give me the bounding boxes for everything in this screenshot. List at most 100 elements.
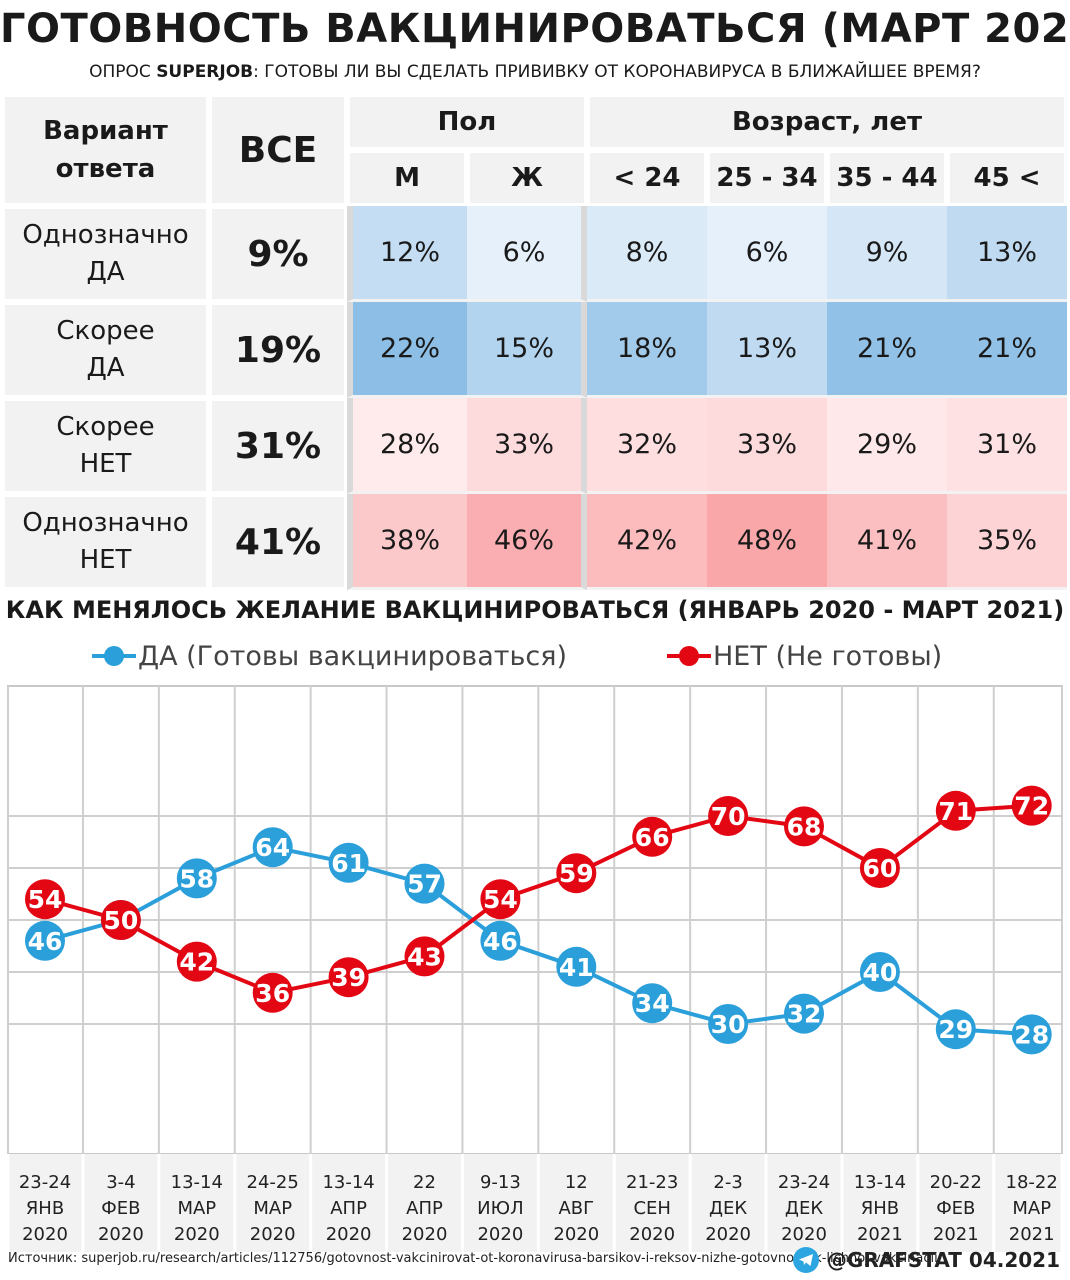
x-tick-label: 2020 [98,1224,144,1245]
legend-no-label: НЕТ (Не готовы) [713,640,943,672]
row-label-line2: ДА [86,353,125,383]
yes-series-data-label: 46 [28,927,63,956]
source-url[interactable]: superjob.ru/research/articles/112756/got… [81,1251,943,1266]
no-series-data-label: 60 [863,854,898,883]
legend-no-dot [679,646,699,666]
header-variant-line2: ответа [55,154,156,184]
no-series-data-label: 71 [938,797,973,826]
x-axis-band [8,1154,1062,1252]
value-cell: 38% [347,494,467,590]
yes-series-data-label: 40 [863,958,898,987]
x-tick-label: ЯНВ [26,1198,64,1219]
x-tick-label: МАР [253,1198,292,1219]
yes-series-point [859,952,900,992]
table-row: Однозначно НЕТ 41% 38% 46% 42% 48% 41% 35… [2,494,1067,590]
x-tick-label: 2020 [326,1224,372,1245]
x-tick-label: ФЕВ [101,1198,140,1219]
value-cell: 31% [947,398,1067,494]
no-series-point [328,957,369,998]
yes-series-point [252,827,293,868]
brand: @GRAFSTAT 04.2021 [792,1247,1060,1273]
row-label: Скорее ДА [2,302,209,398]
x-tick-label: 2021 [1009,1224,1055,1245]
x-tick-label: 12 [565,1172,588,1193]
x-tick-label: 13-14 [171,1172,223,1193]
header-all: ВСЕ [209,94,347,206]
row-label: Однозначно НЕТ [2,494,209,590]
no-series-data-label: 43 [407,942,442,971]
x-tick-label: 3-4 [106,1172,135,1193]
value-cell: 46% [467,494,587,590]
yes-series-data-label: 30 [711,1010,746,1039]
table-row: Скорее ДА 19% 22% 15% 18% 13% 21% 21% [2,302,1067,398]
no-series-point [176,941,217,982]
header-col-m: М [347,150,467,206]
x-tick-label: ФЕВ [936,1198,975,1219]
x-tick-label: 2020 [553,1224,599,1245]
no-series-point [784,806,824,847]
value-cell: 33% [467,398,587,494]
x-tick-label: 2020 [477,1224,523,1245]
x-tick-label: АПР [406,1198,443,1219]
brand-label: @GRAFSTAT 04.2021 [826,1248,1060,1272]
header-age: Возраст, лет [587,94,1067,150]
no-series-data-label: 36 [255,979,290,1008]
value-cell: 22% [347,302,467,398]
x-tick-label: 2020 [174,1224,220,1245]
line-chart-title: КАК МЕНЯЛОСЬ ЖЕЛАНИЕ ВАКЦИНИРОВАТЬСЯ (ЯН… [5,596,1065,624]
yes-series-point [708,1004,749,1044]
value-cell: 9% [827,206,947,302]
yes-series-data-label: 58 [179,864,214,893]
value-cell: 29% [827,398,947,494]
no-series-point [556,853,597,894]
header-col-age-2: 25 - 34 [707,150,827,206]
no-series-data-label: 68 [787,812,822,841]
page-subtitle: ОПРОС SUPERJOB: ГОТОВЫ ЛИ ВЫ СДЕЛАТЬ ПРИ… [0,62,1070,82]
yes-series-point [176,858,217,899]
value-cell: 35% [947,494,1067,590]
x-tick-label: МАР [177,1198,216,1219]
header-variant-line1: Вариант [43,116,168,146]
header-col-age-4: 45 < [947,150,1067,206]
x-tick-label: 2020 [22,1224,68,1245]
yes-series-data-label: 34 [635,989,670,1018]
subtitle-question: : ГОТОВЫ ЛИ ВЫ СДЕЛАТЬ ПРИВИВКУ ОТ КОРОН… [253,62,981,82]
yes-series-point [480,920,521,961]
no-series-point [25,879,65,920]
x-tick-label: ДЕК [709,1198,747,1219]
header-sex: Пол [347,94,587,150]
row-total: 31% [209,398,347,494]
yes-series-point [632,983,673,1024]
row-label-line2: ДА [86,257,125,287]
no-series-point [935,790,976,831]
legend-no: НЕТ (Не готовы) [667,638,942,674]
table-row: Скорее НЕТ 31% 28% 33% 32% 33% 29% 31% [2,398,1067,494]
yes-series-data-label: 46 [483,927,518,956]
value-cell: 13% [947,206,1067,302]
row-label-line1: Скорее [56,316,155,346]
x-tick-label: ИЮЛ [477,1198,523,1219]
header-col-f: Ж [467,150,587,206]
telegram-icon [792,1247,819,1273]
x-tick-label: 2020 [781,1224,827,1245]
no-series-data-label: 39 [331,963,366,992]
no-series-data-label: 70 [711,802,746,831]
line-chart: 23-24 ЯНВ 2020 3-4 ФЕВ 2020 13-14 МАР 2020 24-25 М… [6,685,1064,1252]
no-series-data-label: 66 [635,823,670,852]
x-tick-label: 2-3 [713,1172,742,1193]
row-label: Однозначно ДА [2,206,209,302]
header-variant: Вариант ответа [2,94,209,206]
x-tick-label: 21-23 [626,1172,678,1193]
header-col-age-1: < 24 [587,150,707,206]
no-series-point [404,936,445,977]
x-tick-label: 2020 [402,1224,448,1245]
yes-series-data-label: 32 [787,1000,822,1029]
row-label-line1: Скорее [56,412,155,442]
yes-series-point [556,946,597,987]
x-tick-label: ЯНВ [861,1198,899,1219]
x-tick-label: 9-13 [480,1172,521,1193]
yes-series-data-label: 28 [1014,1020,1049,1049]
subtitle-brand: SUPERJOB [156,62,254,82]
x-tick-label: 18-22 [1006,1172,1058,1193]
value-cell: 32% [587,398,707,494]
